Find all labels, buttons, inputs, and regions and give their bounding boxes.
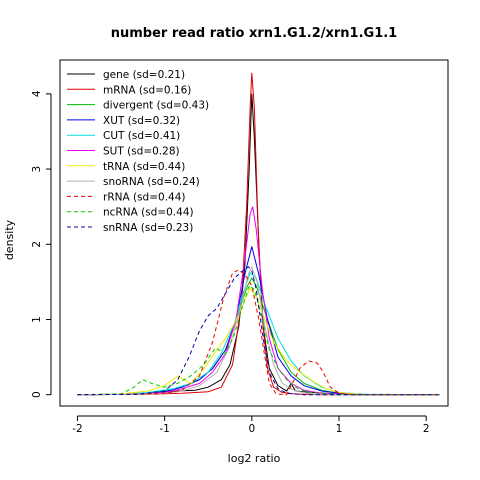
y-tick-label: 0	[31, 391, 43, 398]
y-tick-label: 2	[31, 241, 43, 248]
legend-label-4: CUT (sd=0.41)	[103, 130, 180, 142]
y-tick-label: 3	[31, 166, 43, 173]
x-tick-label: 2	[423, 423, 430, 435]
y-tick-label: 4	[31, 90, 43, 97]
legend-label-9: ncRNA (sd=0.44)	[103, 207, 194, 219]
x-tick-label: 0	[248, 423, 255, 435]
legend-label-0: gene (sd=0.21)	[103, 69, 185, 81]
x-tick-label: -2	[72, 423, 82, 435]
legend-label-6: tRNA (sd=0.44)	[103, 161, 185, 173]
legend-label-7: snoRNA (sd=0.24)	[103, 176, 200, 188]
x-tick-label: 1	[336, 423, 343, 435]
series-line-3	[77, 246, 440, 396]
x-axis-label: log2 ratio	[228, 452, 281, 465]
series-line-6	[77, 286, 440, 396]
series-line-8	[77, 269, 440, 396]
legend-label-2: divergent (sd=0.43)	[103, 100, 209, 112]
legend: gene (sd=0.21) mRNA (sd=0.16) divergent (s…	[67, 69, 209, 234]
series-line-1	[77, 72, 440, 396]
legend-label-10: snRNA (sd=0.23)	[103, 222, 193, 234]
series-line-10	[77, 266, 440, 396]
x-tick-label: -1	[159, 423, 169, 435]
y-axis-label: density	[3, 219, 16, 260]
legend-label-3: XUT (sd=0.32)	[103, 115, 180, 127]
series-layer	[77, 72, 440, 396]
plot-frame	[59, 59, 449, 407]
legend-label-8: rRNA (sd=0.44)	[103, 191, 186, 203]
legend-label-1: mRNA (sd=0.16)	[103, 84, 191, 96]
legend-label-5: SUT (sd=0.28)	[103, 146, 180, 158]
y-tick-label: 1	[31, 316, 43, 323]
series-line-9	[77, 284, 440, 396]
chart-title: number read ratio xrn1.G1.2/xrn1.G1.1	[111, 26, 397, 41]
axes-layer: -2 -1 0 1 2 0 1 2 3 4	[31, 90, 430, 435]
series-line-4	[77, 272, 440, 396]
series-line-7	[77, 265, 440, 396]
